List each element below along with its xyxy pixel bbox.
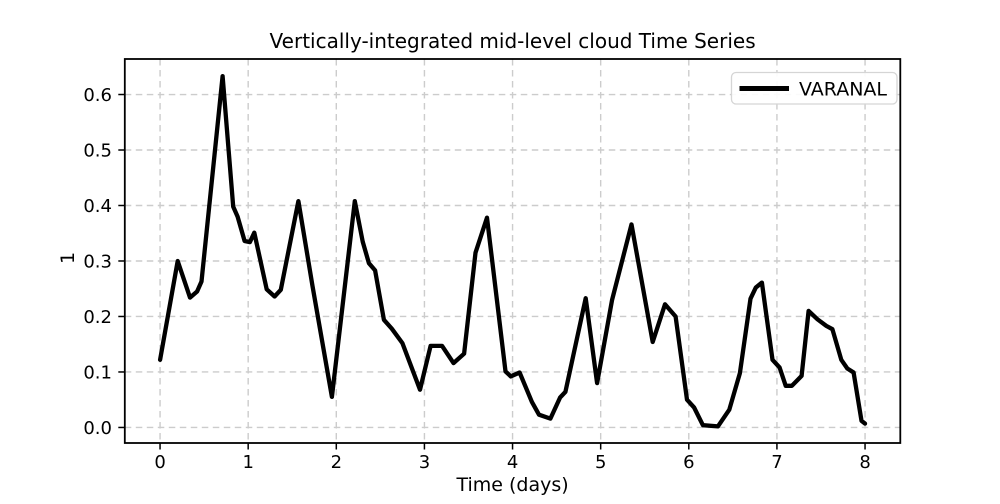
- svg-text:0.3: 0.3: [83, 251, 112, 272]
- legend: VARANAL: [730, 71, 898, 105]
- series-line-varanal: [157, 74, 868, 429]
- svg-text:0.1: 0.1: [83, 362, 112, 383]
- y-tick-labels: 0.0 0.1 0.2 0.3 0.4 0.5 0.6: [83, 85, 112, 439]
- axis-tick-marks: [118, 93, 866, 450]
- svg-text:1: 1: [242, 452, 253, 473]
- svg-text:4: 4: [507, 452, 518, 473]
- svg-text:0.0: 0.0: [83, 418, 112, 439]
- svg-text:7: 7: [771, 452, 782, 473]
- svg-text:2: 2: [331, 452, 342, 473]
- svg-text:0.2: 0.2: [83, 307, 112, 328]
- legend-label: VARANAL: [799, 79, 887, 101]
- svg-text:0.5: 0.5: [83, 141, 112, 162]
- chart-title: Vertically-integrated mid-level cloud Ti…: [270, 29, 756, 53]
- legend-box: [730, 71, 898, 105]
- svg-text:3: 3: [419, 452, 430, 473]
- svg-text:6: 6: [683, 452, 694, 473]
- x-tick-labels: 0 1 2 3 4 5 6 7 8: [154, 452, 870, 473]
- svg-text:0.6: 0.6: [83, 85, 112, 106]
- svg-text:5: 5: [595, 452, 606, 473]
- svg-text:8: 8: [859, 452, 870, 473]
- y-axis-label: 1: [57, 252, 79, 264]
- x-axis-label: Time (days): [455, 474, 568, 496]
- svg-text:0: 0: [154, 452, 165, 473]
- svg-text:0.4: 0.4: [83, 196, 112, 217]
